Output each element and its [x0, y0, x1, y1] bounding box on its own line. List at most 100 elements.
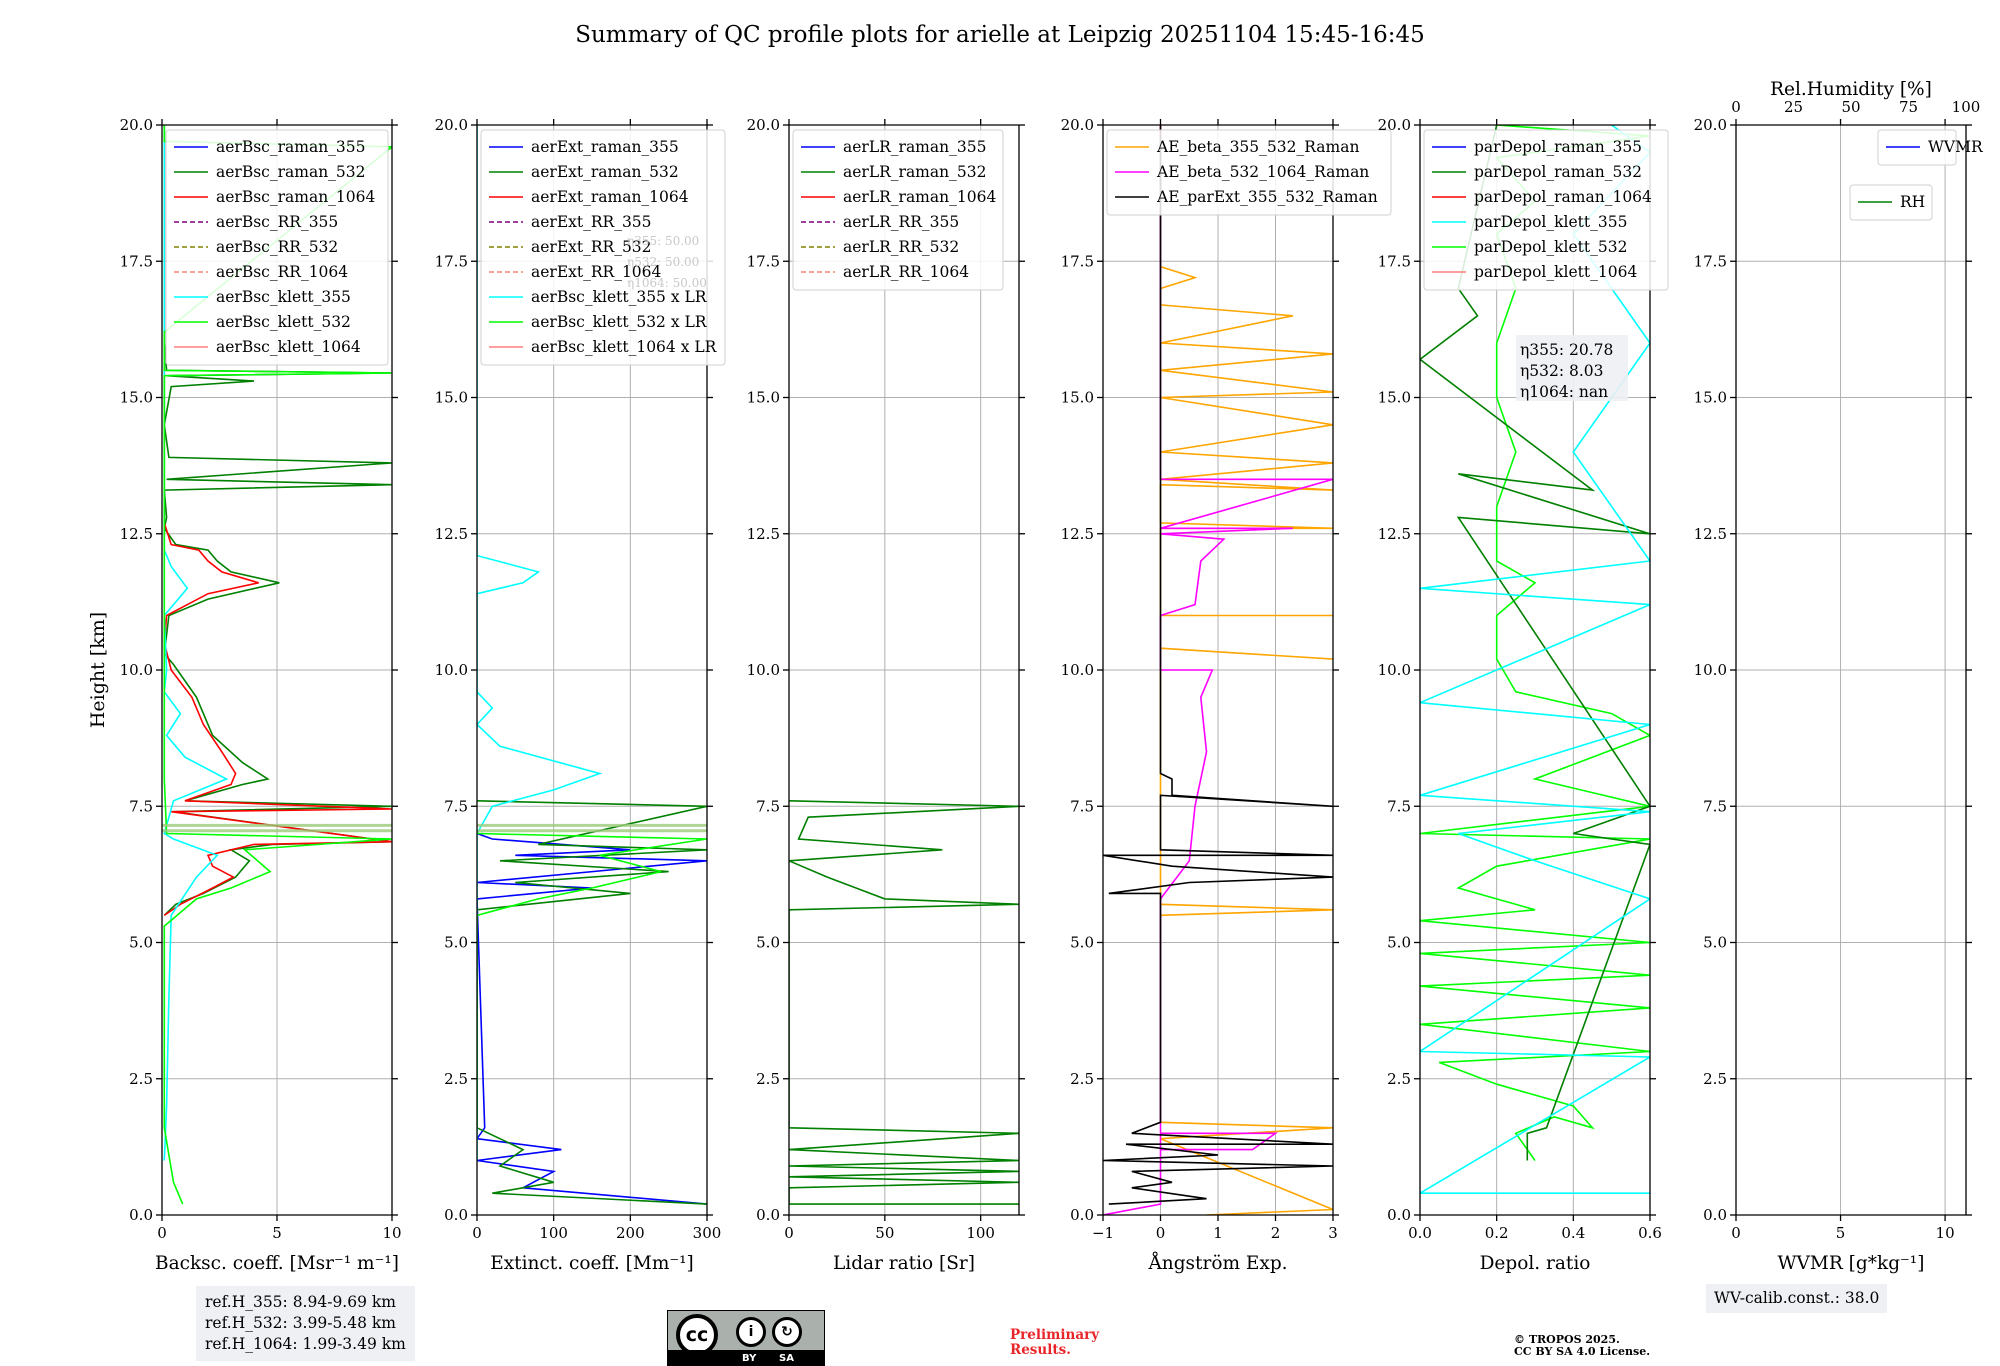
y-tick-label: 15.0 [435, 389, 468, 407]
legend-entry: aerExt_RR_532 [531, 238, 652, 256]
y-tick-label: 12.5 [1378, 525, 1411, 543]
eta-annotation: η532: 8.03 [1520, 362, 1604, 380]
series-aerExt_raman_355 [477, 832, 707, 1205]
y-tick-label: 0.0 [1703, 1206, 1727, 1224]
y-tick-label: 17.5 [747, 252, 780, 270]
share-alike-icon: ↻ [772, 1317, 802, 1347]
x-tick-label: 0 [784, 1224, 794, 1242]
reference-height-box: ref.H_355: 8.94-9.69 km ref.H_532: 3.99-… [196, 1286, 415, 1361]
x-tick-label: 10 [1936, 1224, 1955, 1242]
x-tick-label: 5 [272, 1224, 282, 1242]
y-tick-label: 2.5 [444, 1070, 468, 1088]
x-tick-label: 0 [472, 1224, 482, 1242]
legend-entry: AE_parExt_355_532_Raman [1156, 188, 1378, 206]
legend-frame [1423, 129, 1669, 291]
preliminary-line-2: Results. [1010, 1342, 1071, 1358]
legend-entry: aerBsc_klett_355 [216, 288, 351, 306]
x-tick-label: 0.0 [1408, 1224, 1432, 1242]
legend-entry: aerBsc_RR_532 [216, 238, 338, 256]
legend-entry: parDepol_raman_532 [1474, 163, 1642, 181]
y-tick-label: 17.5 [1378, 252, 1411, 270]
panel-backscatter: 0.0 2.5 5.0 7.5 10.0 12.5 15.0 17.5 20.0 0 5 10 Back… [87, 116, 402, 1274]
x-axis-label: Ångström Exp. [1147, 1252, 1287, 1274]
legend-entry: AE_beta_532_1064_Raman [1156, 163, 1369, 181]
x-tick-label: 100 [539, 1224, 568, 1242]
eta-annotation-box [1516, 335, 1628, 401]
y-tick-label: 12.5 [120, 525, 153, 543]
legend-frame [165, 129, 389, 366]
y-tick-label: 15.0 [1061, 389, 1094, 407]
y-tick-label: 2.5 [756, 1070, 780, 1088]
y-tick-label: 10.0 [1061, 661, 1094, 679]
legend: parDepol_raman_355 parDepol_raman_532 parD… [1423, 129, 1669, 291]
x-axis-label: Extinct. coeff. [Mm⁻¹] [490, 1253, 694, 1274]
y-tick-label: 5.0 [756, 934, 780, 952]
top-tick-label: 50 [1841, 98, 1860, 116]
x-tick-label: 200 [616, 1224, 645, 1242]
series-aerBsc_klett_532 x LR [477, 832, 707, 1128]
x-tick-label: 0.4 [1561, 1224, 1585, 1242]
figure-title: Summary of QC profile plots for arielle … [575, 22, 1425, 48]
y-tick-label: 0.0 [756, 1206, 780, 1224]
legend-frame [1106, 129, 1392, 216]
legend-rh: RH [1849, 184, 1933, 221]
x-tick-label: 0.6 [1638, 1224, 1662, 1242]
legend-entry: aerBsc_klett_355 x LR [531, 288, 708, 306]
series-aerExt_raman_532 [477, 800, 707, 1205]
x-tick-label: 3 [1328, 1224, 1338, 1242]
y-tick-label: 20.0 [120, 116, 153, 134]
cc-sa-label: SA [779, 1353, 794, 1364]
top-tick-label: 75 [1899, 98, 1918, 116]
y-tick-label: 7.5 [756, 797, 780, 815]
ref-height-355: ref.H_355: 8.94-9.69 km [205, 1293, 396, 1311]
y-tick-label: 12.5 [435, 525, 468, 543]
preliminary-note: Preliminary Results. [1010, 1328, 1099, 1358]
panel-lidar_ratio: 0.0 2.5 5.0 7.5 10.0 12.5 15.0 17.5 20.0 0 50 100 Li… [747, 116, 1025, 1274]
y-tick-label: 17.5 [1061, 252, 1094, 270]
legend-entry: aerBsc_klett_1064 [216, 338, 361, 356]
y-tick-label: 7.5 [1703, 797, 1727, 815]
top-tick-label: 0 [1731, 98, 1741, 116]
x-tick-label: 2 [1271, 1224, 1281, 1242]
y-tick-label: 5.0 [444, 934, 468, 952]
y-tick-label: 5.0 [1703, 934, 1727, 952]
y-tick-label: 0.0 [129, 1206, 153, 1224]
legend-entry: parDepol_raman_355 [1474, 138, 1642, 156]
y-tick-label: 20.0 [747, 116, 780, 134]
legend-entry: aerLR_raman_355 [843, 138, 986, 156]
x-tick-label: 10 [382, 1224, 401, 1242]
top-axis-label: Rel.Humidity [%] [1770, 79, 1932, 100]
y-tick-label: 20.0 [1694, 116, 1727, 134]
legend: aerLR_raman_355 aerLR_raman_532 aerLR_rama… [792, 129, 1004, 291]
series-parDepol_klett_532 [1420, 125, 1650, 1161]
legend-entry: parDepol_klett_1064 [1474, 263, 1637, 281]
y-tick-label: 12.5 [1694, 525, 1727, 543]
legend-entry: parDepol_raman_1064 [1474, 188, 1652, 206]
panel-extinction: 0.0 2.5 5.0 7.5 10.0 12.5 15.0 17.5 20.0 0 100 200 3… [435, 116, 726, 1274]
x-tick-label: 300 [693, 1224, 722, 1242]
y-tick-label: 12.5 [1061, 525, 1094, 543]
series-aerBsc_klett_355 [163, 125, 229, 1161]
series-AE_parExt_355_532_Raman [1103, 125, 1333, 1205]
eta-annotation: η355: 20.78 [1520, 341, 1613, 359]
x-axis-label: Lidar ratio [Sr] [833, 1253, 975, 1274]
legend-entry: aerLR_RR_1064 [843, 263, 969, 281]
panel-depol: 0.0 2.5 5.0 7.5 10.0 12.5 15.0 17.5 20.0 0.0 0.2 0.… [1378, 116, 1669, 1274]
x-tick-label: 5 [1836, 1224, 1846, 1242]
y-tick-label: 15.0 [1694, 389, 1727, 407]
attribution-icon: i [736, 1317, 766, 1347]
x-tick-label: 0 [1731, 1224, 1741, 1242]
y-tick-label: 17.5 [435, 252, 468, 270]
x-tick-label: −1 [1092, 1224, 1114, 1242]
legend-entry: aerExt_raman_1064 [531, 188, 689, 206]
cc-license-badge: cc i ↻ BY SA [667, 1310, 825, 1366]
y-tick-label: 0.0 [1070, 1206, 1094, 1224]
legend-frame [792, 129, 1004, 291]
legend-entry: aerLR_RR_532 [843, 238, 959, 256]
ref-height-532: ref.H_532: 3.99-5.48 km [205, 1314, 396, 1332]
panel-wvmr: 0.02.55.07.510.012.515.017.520.00 5 10WVMR… [1694, 79, 1984, 1274]
legend-frame [480, 129, 726, 366]
wv-calibration-box: WV-calib.const.: 38.0 [1706, 1284, 1888, 1313]
legend-entry: parDepol_klett_355 [1474, 213, 1627, 231]
series-aerLR_raman_532 [789, 800, 1019, 1205]
